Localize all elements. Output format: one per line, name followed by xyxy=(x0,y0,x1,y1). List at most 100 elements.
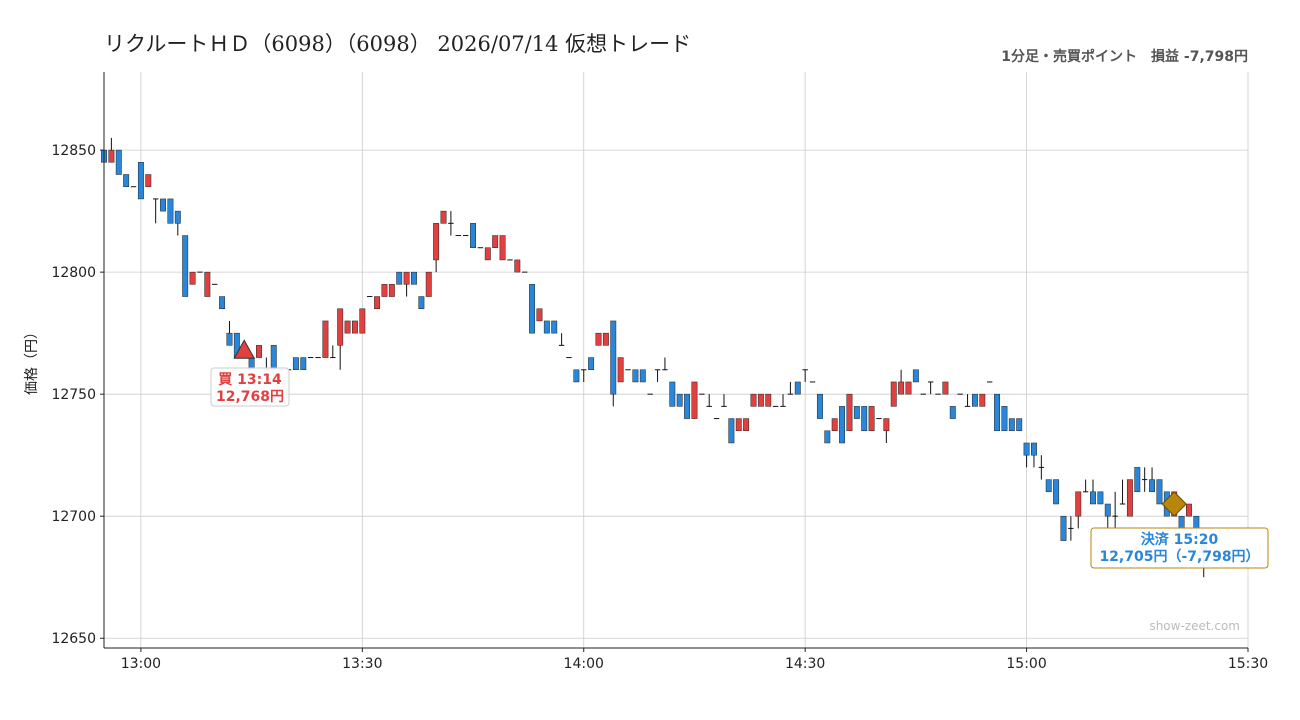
candle xyxy=(182,235,189,297)
candle xyxy=(492,235,499,248)
candle xyxy=(802,369,808,382)
candle-body xyxy=(1001,406,1008,432)
candle-body xyxy=(839,406,846,444)
candle-body xyxy=(1134,467,1141,493)
candle xyxy=(123,174,130,187)
candle xyxy=(1126,479,1133,517)
candle xyxy=(381,284,388,297)
candle-body xyxy=(123,174,130,187)
candle-body xyxy=(846,393,853,432)
candle-body xyxy=(1126,479,1133,517)
candle-body xyxy=(595,332,602,346)
candle xyxy=(853,406,860,419)
candle xyxy=(971,393,978,407)
candle xyxy=(167,198,174,224)
x-tick-label: 15:00 xyxy=(1006,656,1046,672)
x-tick-label: 13:30 xyxy=(342,656,382,672)
candle-body xyxy=(1031,442,1037,456)
candle xyxy=(949,406,956,419)
candle-body xyxy=(1075,491,1082,517)
candle xyxy=(728,418,735,444)
candle xyxy=(1112,491,1118,529)
candle xyxy=(743,418,750,432)
candle xyxy=(617,357,624,383)
candle-body xyxy=(359,308,366,334)
candle-body xyxy=(270,345,277,371)
candle xyxy=(219,296,226,309)
candle-body xyxy=(499,235,506,261)
candle xyxy=(905,381,912,395)
watermark: show-zeet.com xyxy=(1149,619,1240,633)
candle xyxy=(152,198,159,224)
candle xyxy=(721,394,727,407)
sell-label-box xyxy=(1090,527,1269,569)
candle-body xyxy=(189,271,196,285)
candle xyxy=(816,393,823,419)
candle xyxy=(588,357,595,371)
y-tick-label: 12800 xyxy=(51,265,96,281)
candle-body xyxy=(676,393,683,407)
sell-marker xyxy=(1161,491,1187,517)
candle-body xyxy=(425,271,432,297)
candle xyxy=(765,393,772,407)
candle xyxy=(750,393,757,407)
candle-body xyxy=(337,308,344,346)
candle xyxy=(1045,479,1052,493)
candle-body xyxy=(484,247,491,261)
candle-body xyxy=(898,381,905,395)
candle-body xyxy=(204,271,211,297)
candle xyxy=(1023,442,1030,468)
candle xyxy=(514,259,521,273)
candle-body xyxy=(381,284,388,297)
candle-body xyxy=(831,418,838,432)
candle-body xyxy=(300,357,307,371)
chart-subtitle: 1分足・売買ポイント 損益 -7,798円 xyxy=(1001,49,1248,65)
candle-body xyxy=(735,418,742,432)
candle xyxy=(639,369,646,383)
candle-body xyxy=(1097,491,1104,505)
candle xyxy=(322,320,329,358)
candle-body xyxy=(1156,479,1163,505)
candle-body xyxy=(883,418,890,432)
candle xyxy=(654,369,661,382)
candle-body xyxy=(588,357,595,371)
buy-marker xyxy=(233,339,256,359)
candle-body xyxy=(108,149,115,163)
candle xyxy=(403,271,410,297)
candle-body xyxy=(182,235,189,297)
x-tick-label: 14:30 xyxy=(785,656,825,672)
candle xyxy=(137,162,144,200)
candle-body xyxy=(750,393,757,407)
candle-body xyxy=(639,369,646,383)
candle xyxy=(861,406,868,432)
candle-body xyxy=(322,320,329,358)
candle xyxy=(662,357,668,371)
candle-body xyxy=(912,369,919,383)
candle xyxy=(543,320,550,334)
candle-body xyxy=(794,381,801,395)
candle xyxy=(374,296,381,309)
candle-body xyxy=(905,381,912,395)
candle xyxy=(846,393,853,432)
candle xyxy=(831,418,838,432)
candle xyxy=(204,271,211,297)
candle xyxy=(108,137,115,163)
candle-body xyxy=(949,406,956,419)
candle xyxy=(595,332,602,346)
candle-body xyxy=(691,381,698,419)
candle xyxy=(330,345,336,359)
candle xyxy=(839,406,846,444)
candle-body xyxy=(684,393,691,419)
candle-body xyxy=(861,406,868,432)
candle-body xyxy=(994,393,1001,432)
candle xyxy=(735,418,742,432)
candle xyxy=(1008,418,1015,432)
candle xyxy=(558,333,565,346)
chart-title: リクルートＨＤ（6098）（6098） 2026/07/14 仮想トレード xyxy=(104,32,692,56)
candle-body xyxy=(219,296,226,309)
candle xyxy=(573,369,580,383)
candle xyxy=(499,235,506,261)
candle-body xyxy=(551,320,558,334)
candle xyxy=(440,210,447,224)
